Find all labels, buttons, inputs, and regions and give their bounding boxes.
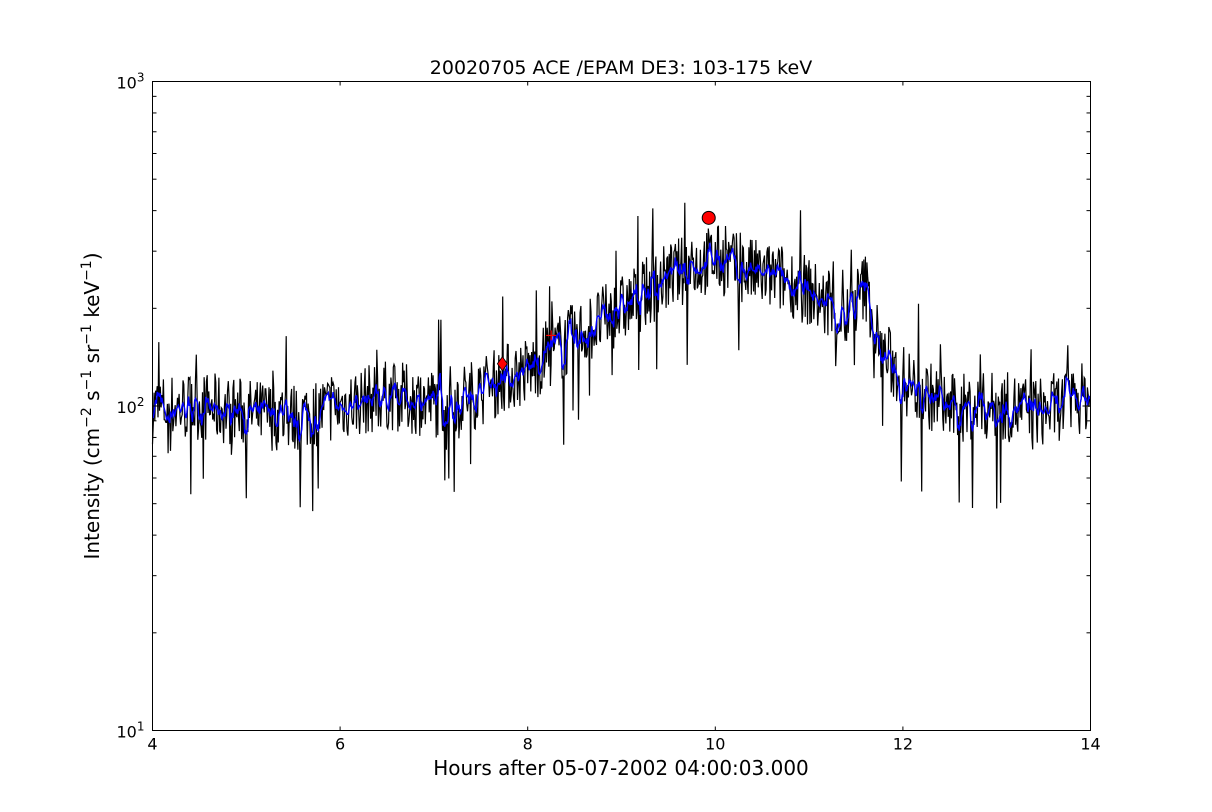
x-tick-label: 12	[893, 735, 913, 754]
y-tick-label: 103	[117, 71, 145, 93]
chart-title: 20020705 ACE /EPAM DE3: 103-175 keV	[430, 57, 812, 79]
x-tick-label: 14	[1080, 735, 1100, 754]
marker-plus	[546, 330, 557, 341]
x-tick-label: 6	[335, 735, 345, 754]
x-tick-label: 8	[523, 735, 533, 754]
y-axis-label: Intensity (cm−2 s−1 sr−1 keV−1)	[79, 252, 104, 559]
y-tick-label: 102	[117, 395, 145, 417]
series-raw-line	[151, 202, 1091, 512]
x-axis-label: Hours after 05-07-2002 04:00:03.000	[433, 756, 809, 780]
x-tick-label: 4	[147, 735, 157, 754]
marker-circle	[701, 210, 716, 225]
x-axis: 4 6 8 10 12 14	[147, 81, 1101, 754]
y-axis: 101 102 103	[117, 71, 1091, 742]
y-tick-label: 101	[117, 720, 145, 742]
plot-area	[151, 202, 1091, 512]
series-smoothed-line	[152, 242, 1091, 443]
marker-diamond	[496, 356, 508, 372]
x-tick-label: 10	[705, 735, 725, 754]
plot-frame	[152, 81, 1091, 731]
